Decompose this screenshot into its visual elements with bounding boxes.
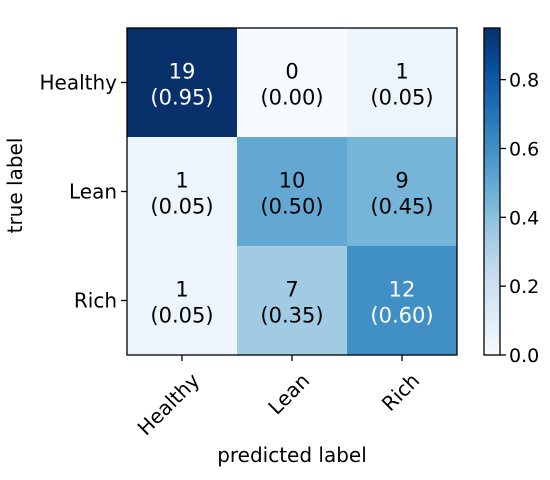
cell-fraction-label: (0.95) <box>150 86 213 110</box>
y-tick-label: Lean <box>69 180 117 204</box>
colorbar-tick-label: 0.8 <box>509 70 539 92</box>
x-tick-label: Healthy <box>133 368 205 440</box>
cell-fraction-label: (0.60) <box>370 304 433 328</box>
cell-count-label: 19 <box>169 60 196 84</box>
colorbar-ticks: 0.0 0.2 0.4 0.6 0.8 <box>500 70 539 367</box>
matrix-cell <box>347 137 457 246</box>
colorbar-tick-label: 0.2 <box>509 276 539 298</box>
colorbar-gradient <box>484 28 500 355</box>
colorbar-frame <box>483 27 501 356</box>
cell-fraction-label: (0.05) <box>150 304 213 328</box>
y-tick-label: Rich <box>74 289 117 313</box>
x-axis-label: predicted label <box>217 443 367 467</box>
cell-count-label: 0 <box>285 60 298 84</box>
cell-count-label: 9 <box>395 169 408 193</box>
cell-fraction-label: (0.35) <box>260 304 323 328</box>
cell-count-label: 1 <box>175 169 188 193</box>
matrix-cell <box>347 28 457 137</box>
colorbar-tick-label: 0.6 <box>509 138 539 160</box>
matrix-cell <box>237 137 347 246</box>
cell-count-label: 10 <box>279 169 306 193</box>
cell-fraction-label: (0.45) <box>370 195 433 219</box>
colorbar-tick-label: 0.0 <box>509 345 539 367</box>
y-axis-label: true label <box>3 138 27 234</box>
cell-fraction-label: (0.00) <box>260 86 323 110</box>
y-tick-label: Healthy <box>39 71 117 95</box>
colorbar-tick-label: 0.4 <box>509 207 539 229</box>
matrix-cell <box>347 246 457 355</box>
cell-fraction-label: (0.05) <box>150 195 213 219</box>
x-tick-label: Lean <box>263 368 314 419</box>
cell-count-label: 1 <box>395 60 408 84</box>
cell-count-label: 12 <box>389 278 416 302</box>
matrix-cell <box>237 28 347 137</box>
cell-count-label: 1 <box>175 278 188 302</box>
y-axis-ticks: Healthy Lean Rich <box>39 71 127 313</box>
cell-fraction-label: (0.05) <box>370 86 433 110</box>
matrix-cell <box>127 137 237 246</box>
cell-fraction-label: (0.50) <box>260 195 323 219</box>
x-axis-ticks: Healthy Lean Rich <box>133 355 424 440</box>
cell-count-label: 7 <box>285 278 298 302</box>
matrix-cell <box>127 28 237 137</box>
matrix-cells: 19(0.95)0(0.00)1(0.05)1(0.05)10(0.50)9(0… <box>127 28 457 355</box>
colorbar: 0.0 0.2 0.4 0.6 0.8 <box>483 27 539 367</box>
matrix-cell <box>127 246 237 355</box>
x-tick-label: Rich <box>377 368 424 415</box>
matrix-cell <box>237 246 347 355</box>
